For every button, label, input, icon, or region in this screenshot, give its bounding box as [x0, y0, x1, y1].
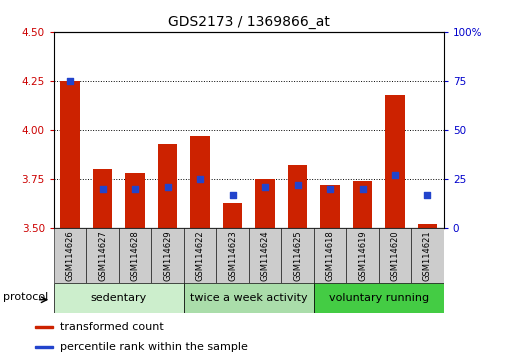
- Point: [66, 78, 74, 84]
- Bar: [158, 144, 177, 228]
- Bar: [353, 181, 372, 228]
- Bar: [249, 228, 281, 283]
- Text: GSM114626: GSM114626: [66, 230, 74, 281]
- Text: GSM114620: GSM114620: [390, 230, 400, 281]
- Bar: [281, 228, 314, 283]
- Bar: [190, 136, 210, 228]
- Bar: [61, 81, 80, 228]
- Bar: [379, 228, 411, 283]
- Point: [131, 186, 139, 192]
- Bar: [314, 228, 346, 283]
- Text: GSM114628: GSM114628: [131, 230, 140, 281]
- Text: GSM114623: GSM114623: [228, 230, 237, 281]
- Point: [293, 182, 302, 188]
- Text: GSM114627: GSM114627: [98, 230, 107, 281]
- Title: GDS2173 / 1369866_at: GDS2173 / 1369866_at: [168, 16, 330, 29]
- Bar: [418, 224, 437, 228]
- Bar: [119, 228, 151, 283]
- Point: [261, 184, 269, 190]
- Text: GSM114625: GSM114625: [293, 230, 302, 281]
- Bar: [320, 185, 340, 228]
- Text: GSM114624: GSM114624: [261, 230, 269, 281]
- Point: [98, 186, 107, 192]
- Text: GSM114621: GSM114621: [423, 230, 432, 281]
- Text: GSM114618: GSM114618: [326, 230, 334, 281]
- Bar: [385, 95, 405, 228]
- Point: [391, 172, 399, 178]
- Bar: [314, 283, 444, 313]
- Bar: [125, 173, 145, 228]
- Bar: [216, 228, 249, 283]
- Bar: [151, 228, 184, 283]
- Point: [423, 192, 431, 198]
- Bar: [35, 326, 53, 329]
- Bar: [54, 228, 86, 283]
- Bar: [255, 179, 275, 228]
- Point: [326, 186, 334, 192]
- Text: sedentary: sedentary: [91, 293, 147, 303]
- Point: [228, 192, 236, 198]
- Text: twice a week activity: twice a week activity: [190, 293, 308, 303]
- Bar: [86, 228, 119, 283]
- Point: [196, 176, 204, 182]
- Bar: [35, 346, 53, 348]
- Point: [359, 186, 367, 192]
- Text: protocol: protocol: [3, 292, 48, 302]
- Point: [164, 184, 172, 190]
- Text: GSM114629: GSM114629: [163, 230, 172, 281]
- Bar: [93, 170, 112, 228]
- Bar: [288, 165, 307, 228]
- Text: transformed count: transformed count: [61, 322, 164, 332]
- Bar: [346, 228, 379, 283]
- Text: voluntary running: voluntary running: [329, 293, 429, 303]
- Text: GSM114622: GSM114622: [195, 230, 205, 281]
- Bar: [184, 283, 314, 313]
- Bar: [411, 228, 444, 283]
- Bar: [184, 228, 216, 283]
- Bar: [223, 203, 242, 228]
- Text: GSM114619: GSM114619: [358, 230, 367, 281]
- Bar: [54, 283, 184, 313]
- Text: percentile rank within the sample: percentile rank within the sample: [61, 342, 248, 352]
